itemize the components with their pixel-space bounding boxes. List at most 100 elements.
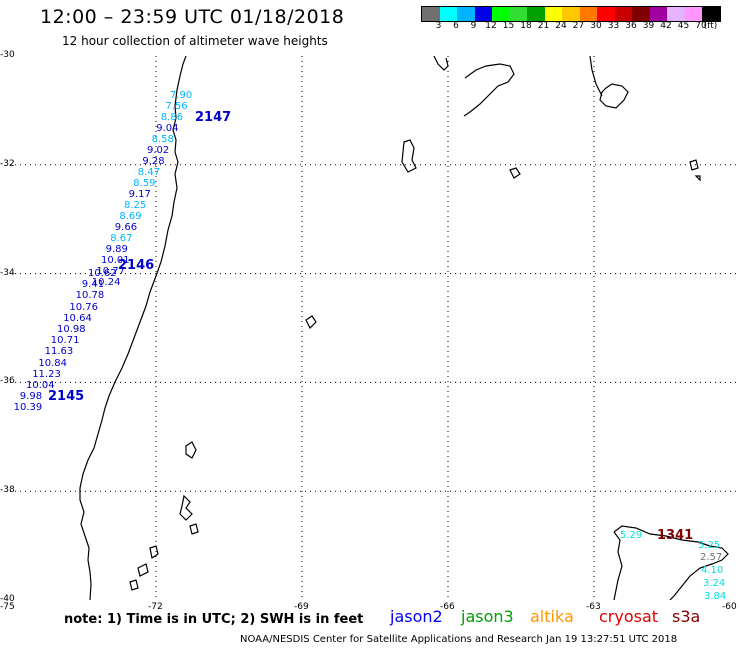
pass-time-label: 1341 bbox=[657, 528, 694, 543]
legend-swatch-3 bbox=[474, 7, 492, 21]
wave-height-color-scale bbox=[421, 6, 721, 22]
wave-height-reading: 9.41 bbox=[81, 279, 105, 291]
legend-label: 45 bbox=[677, 21, 690, 31]
chile-coastline bbox=[79, 56, 199, 600]
wave-height-reading: 8.59 bbox=[133, 178, 156, 189]
satellite-legend-jason3: jason3 bbox=[461, 607, 514, 626]
wave-height-reading: 8.67 bbox=[110, 233, 133, 244]
legend-label: 18 bbox=[520, 21, 532, 31]
legend-label: 39 bbox=[642, 21, 655, 31]
legend-swatch-14 bbox=[667, 7, 685, 21]
legend-label: 21 bbox=[537, 21, 550, 31]
wave-height-reading: 10.71 bbox=[50, 335, 80, 347]
latitude-label: -40 bbox=[0, 594, 15, 604]
legend-label: 30 bbox=[590, 21, 602, 31]
wave-height-reading: 9.98 bbox=[19, 391, 43, 403]
legend-swatch-6 bbox=[527, 7, 545, 21]
map-subtitle: 12 hour collection of altimeter wave hei… bbox=[62, 34, 328, 48]
legend-label: 70 bbox=[695, 21, 707, 31]
satellite-legend-cryosat: cryosat bbox=[599, 607, 659, 626]
legend-label: 33 bbox=[607, 21, 620, 31]
wave-height-reading: 7.56 bbox=[165, 101, 188, 112]
latitude-label: -34 bbox=[0, 267, 15, 278]
legend-label: 42 bbox=[660, 21, 672, 31]
legend-swatch-5 bbox=[509, 7, 527, 21]
wave-height-reading: 9.17 bbox=[128, 189, 151, 200]
wave-height-reading: 3.84 bbox=[704, 591, 727, 602]
legend-label: 3 bbox=[435, 21, 442, 31]
legend-label: 27 bbox=[572, 21, 585, 31]
latitude-label: -36 bbox=[0, 376, 15, 387]
wave-height-reading: 9.28 bbox=[142, 156, 165, 167]
latitude-label: -38 bbox=[0, 485, 15, 496]
longitude-label: -66 bbox=[440, 602, 455, 612]
wave-height-reading: 10.04 bbox=[26, 380, 55, 391]
map-title: 12:00 – 23:59 UTC 01/18/2018 bbox=[40, 6, 345, 28]
satellite-legend-altika: altika bbox=[530, 607, 574, 626]
latitude-label: -30 bbox=[0, 50, 15, 60]
legend-swatch-8 bbox=[562, 7, 580, 21]
wave-height-reading: 2.57 bbox=[700, 552, 723, 563]
legend-label: 15 bbox=[502, 21, 515, 31]
wave-height-reading: 10.84 bbox=[38, 357, 68, 369]
wave-height-reading: 3.24 bbox=[703, 578, 726, 589]
wave-height-reading: 5.29 bbox=[620, 530, 643, 541]
legend-swatch-12 bbox=[632, 7, 650, 21]
legend-label: 6 bbox=[453, 21, 459, 31]
wave-height-reading: 8.69 bbox=[119, 211, 142, 222]
wave-height-reading: 10.24 bbox=[91, 277, 121, 288]
argentina-coastline bbox=[305, 56, 729, 600]
legend-swatch-1 bbox=[439, 7, 457, 21]
legend-swatch-15 bbox=[684, 7, 702, 21]
legend-swatch-2 bbox=[457, 7, 475, 21]
wave-height-reading: 9.66 bbox=[114, 222, 138, 233]
wave-height-scale-labels: 3 6 9 12 15 18 21 24 27 30 33 36 39 42 45 70 (ft) bbox=[421, 21, 740, 33]
wave-height-reading: 4.10 bbox=[701, 565, 724, 576]
credit-line: NOAA/NESDIS Center for Satellite Applica… bbox=[240, 634, 678, 645]
legend-label: 12 bbox=[485, 21, 497, 31]
pass-time-label: 2146 bbox=[118, 258, 155, 273]
wave-height-reading: 10.62 bbox=[88, 268, 117, 279]
wave-height-reading: 10.98 bbox=[57, 324, 86, 335]
wave-height-reading: 10.64 bbox=[63, 312, 92, 324]
satellite-legend-s3a: s3a bbox=[672, 607, 701, 626]
wave-height-reading: 7.90 bbox=[170, 90, 193, 101]
wave-height-reading: 5.25 bbox=[698, 540, 721, 551]
wave-height-reading: 11.63 bbox=[44, 346, 74, 358]
longitude-label: -69 bbox=[294, 602, 309, 612]
wave-height-reading: 8.58 bbox=[151, 134, 174, 145]
pass-time-label: 2147 bbox=[195, 110, 232, 125]
legend-swatch-7 bbox=[544, 7, 562, 21]
legend-label: 9 bbox=[470, 21, 477, 31]
wave-height-reading: 10.39 bbox=[13, 402, 43, 414]
footer-note: note: 1) Time is in UTC; 2) SWH is in fe… bbox=[64, 612, 364, 627]
legend-swatch-13 bbox=[649, 7, 667, 21]
satellite-legend-jason2: jason2 bbox=[390, 607, 443, 626]
wave-height-reading: 9.04 bbox=[156, 123, 179, 134]
legend-label: 36 bbox=[625, 21, 637, 31]
legend-swatch-10 bbox=[597, 7, 615, 21]
lat-lon-gridlines bbox=[10, 56, 740, 600]
legend-swatch-9 bbox=[579, 7, 597, 21]
wave-height-reading: 10.78 bbox=[75, 290, 105, 302]
latitude-label: -32 bbox=[0, 158, 15, 169]
wave-height-reading: 10.77 bbox=[96, 266, 126, 277]
legend-swatch-0 bbox=[422, 7, 440, 21]
longitude-label: -72 bbox=[148, 602, 163, 612]
altimeter-map bbox=[10, 56, 740, 600]
legend-swatch-11 bbox=[614, 7, 632, 21]
legend-label: (ft) bbox=[703, 21, 718, 31]
wave-height-reading: 8.86 bbox=[160, 112, 184, 123]
longitude-label: -63 bbox=[586, 602, 601, 612]
legend-label: 24 bbox=[555, 21, 567, 31]
wave-height-reading: 10.76 bbox=[69, 301, 99, 313]
pass-time-label: 2145 bbox=[48, 389, 85, 404]
wave-height-reading: 11.23 bbox=[32, 368, 61, 380]
wave-height-reading: 9.02 bbox=[147, 145, 170, 156]
longitude-label: -60 bbox=[722, 602, 737, 612]
legend-swatch-4 bbox=[492, 7, 510, 21]
wave-height-reading: 8.47 bbox=[137, 167, 161, 178]
wave-height-reading: 9.89 bbox=[105, 244, 128, 255]
legend-swatch-16 bbox=[702, 7, 720, 21]
wave-height-reading: 8.25 bbox=[124, 200, 147, 211]
